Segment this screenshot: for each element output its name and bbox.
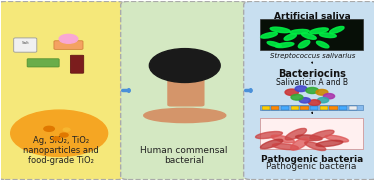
Circle shape xyxy=(308,100,321,106)
FancyBboxPatch shape xyxy=(27,59,59,67)
Circle shape xyxy=(299,98,310,103)
Ellipse shape xyxy=(305,142,326,151)
Ellipse shape xyxy=(260,139,283,149)
Ellipse shape xyxy=(316,41,329,48)
Ellipse shape xyxy=(270,27,290,33)
Circle shape xyxy=(59,34,78,43)
Ellipse shape xyxy=(261,32,277,38)
Circle shape xyxy=(11,110,108,156)
FancyBboxPatch shape xyxy=(339,106,347,110)
Ellipse shape xyxy=(296,135,322,141)
Ellipse shape xyxy=(319,33,336,38)
FancyBboxPatch shape xyxy=(320,106,328,110)
Text: Human commensal
bacterial: Human commensal bacterial xyxy=(140,146,228,165)
Text: Pathogenic bacteria: Pathogenic bacteria xyxy=(266,162,356,171)
FancyBboxPatch shape xyxy=(54,41,83,49)
Ellipse shape xyxy=(316,140,343,147)
Ellipse shape xyxy=(291,138,308,150)
Text: Salt: Salt xyxy=(21,41,29,45)
FancyBboxPatch shape xyxy=(300,106,308,110)
Circle shape xyxy=(316,89,328,95)
Ellipse shape xyxy=(144,108,226,123)
Circle shape xyxy=(53,137,60,140)
Ellipse shape xyxy=(256,132,282,139)
FancyBboxPatch shape xyxy=(167,71,204,107)
FancyBboxPatch shape xyxy=(262,106,270,110)
Text: Streptococcus salivarius: Streptococcus salivarius xyxy=(270,53,355,59)
Text: Salivaricin A and B: Salivaricin A and B xyxy=(276,78,348,87)
FancyBboxPatch shape xyxy=(349,106,357,110)
Circle shape xyxy=(149,49,220,83)
Ellipse shape xyxy=(290,30,309,34)
FancyBboxPatch shape xyxy=(260,19,363,50)
FancyBboxPatch shape xyxy=(271,106,279,110)
Ellipse shape xyxy=(276,43,294,48)
Text: Pathogenic bacteria: Pathogenic bacteria xyxy=(261,155,363,164)
Circle shape xyxy=(44,126,54,131)
Ellipse shape xyxy=(271,135,294,143)
FancyBboxPatch shape xyxy=(70,55,84,73)
FancyBboxPatch shape xyxy=(260,118,363,149)
Circle shape xyxy=(60,133,68,137)
Ellipse shape xyxy=(273,144,299,150)
Ellipse shape xyxy=(325,135,349,142)
Ellipse shape xyxy=(298,40,310,48)
Circle shape xyxy=(324,94,335,99)
FancyBboxPatch shape xyxy=(291,106,299,110)
FancyBboxPatch shape xyxy=(244,1,378,180)
Ellipse shape xyxy=(285,128,307,140)
Circle shape xyxy=(285,89,299,96)
FancyBboxPatch shape xyxy=(260,106,363,110)
Circle shape xyxy=(318,97,328,103)
FancyBboxPatch shape xyxy=(329,106,338,110)
Ellipse shape xyxy=(310,28,328,34)
FancyBboxPatch shape xyxy=(310,106,318,110)
FancyBboxPatch shape xyxy=(0,1,124,180)
Circle shape xyxy=(291,94,303,100)
Ellipse shape xyxy=(284,34,296,40)
Ellipse shape xyxy=(310,130,334,139)
FancyBboxPatch shape xyxy=(281,106,289,110)
Ellipse shape xyxy=(267,41,281,47)
Circle shape xyxy=(295,86,307,92)
Ellipse shape xyxy=(302,33,316,39)
Circle shape xyxy=(63,128,70,131)
Circle shape xyxy=(306,87,319,94)
Text: Ag, SiO₂, TiO₂
nanoparticles and
food-grade TiO₂: Ag, SiO₂, TiO₂ nanoparticles and food-gr… xyxy=(23,136,99,165)
Text: Artificial saliva: Artificial saliva xyxy=(274,12,351,21)
Ellipse shape xyxy=(330,26,344,33)
FancyBboxPatch shape xyxy=(121,1,247,180)
FancyBboxPatch shape xyxy=(14,38,37,52)
Text: Bacteriocins: Bacteriocins xyxy=(278,69,346,79)
